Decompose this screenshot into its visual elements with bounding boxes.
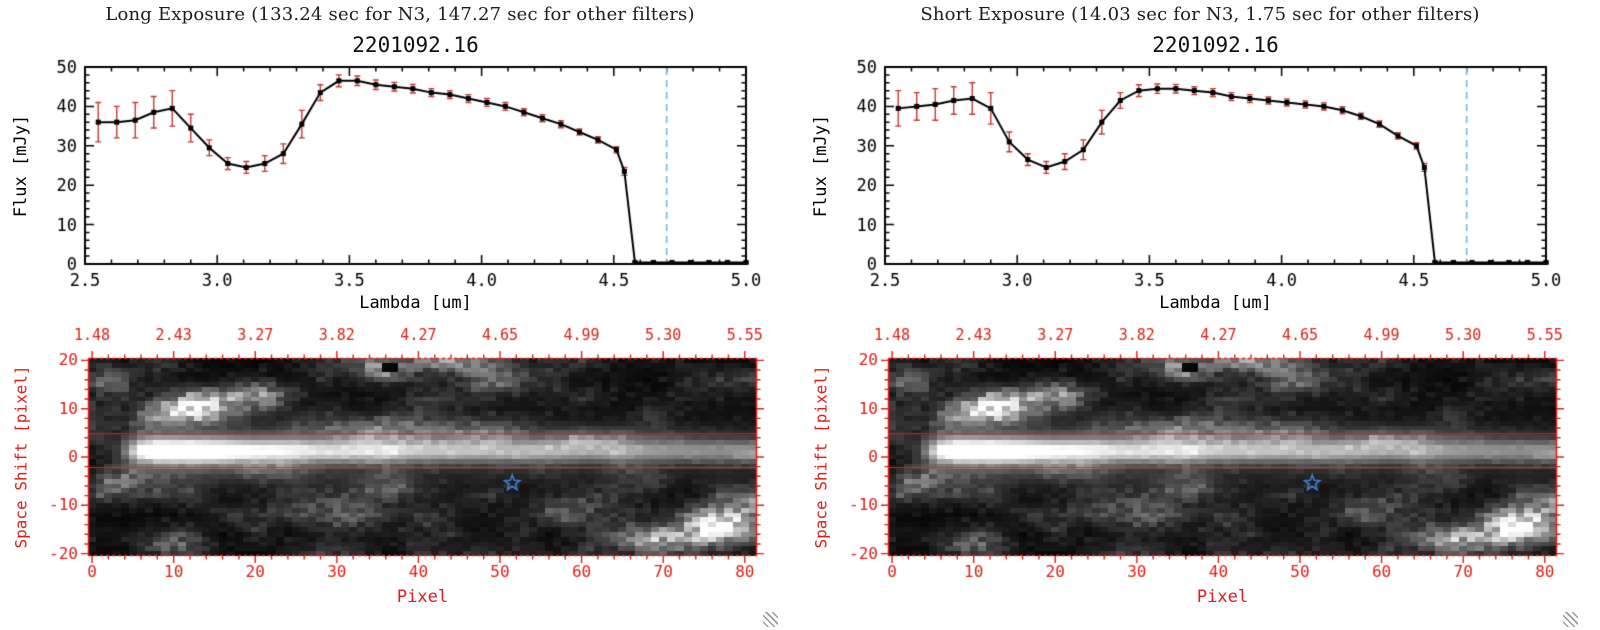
resize-grip-icon[interactable]	[763, 612, 778, 627]
flux-axis-label-long: Flux [mJy]	[11, 114, 31, 218]
spectrum-title-long: 2201092.16	[352, 33, 479, 57]
spectrum-title-short: 2201092.16	[1152, 33, 1279, 57]
space-shift-axis-label-short: Space Shift [pixel]	[811, 365, 831, 549]
panel-long-exposure: Long Exposure (133.24 sec for N3, 147.27…	[0, 0, 800, 630]
panel-short-exposure: Short Exposure (14.03 sec for N3, 1.75 s…	[800, 0, 1600, 630]
lambda-axis-label-long: Lambda [um]	[359, 293, 472, 313]
flux-axis-label-short: Flux [mJy]	[811, 114, 831, 218]
lambda-axis-label-short: Lambda [um]	[1159, 293, 1272, 313]
pixel-axis-label-short: Pixel	[1196, 587, 1249, 607]
resize-grip-icon[interactable]	[1563, 612, 1578, 627]
short-exposure-header: Short Exposure (14.03 sec for N3, 1.75 s…	[920, 4, 1480, 25]
pixel-axis-label-long: Pixel	[396, 587, 449, 607]
long-exposure-header: Long Exposure (133.24 sec for N3, 147.27…	[105, 4, 695, 25]
short-exposure-plots-canvas	[800, 0, 1600, 630]
space-shift-axis-label-long: Space Shift [pixel]	[11, 365, 31, 549]
long-exposure-plots-canvas	[0, 0, 800, 630]
